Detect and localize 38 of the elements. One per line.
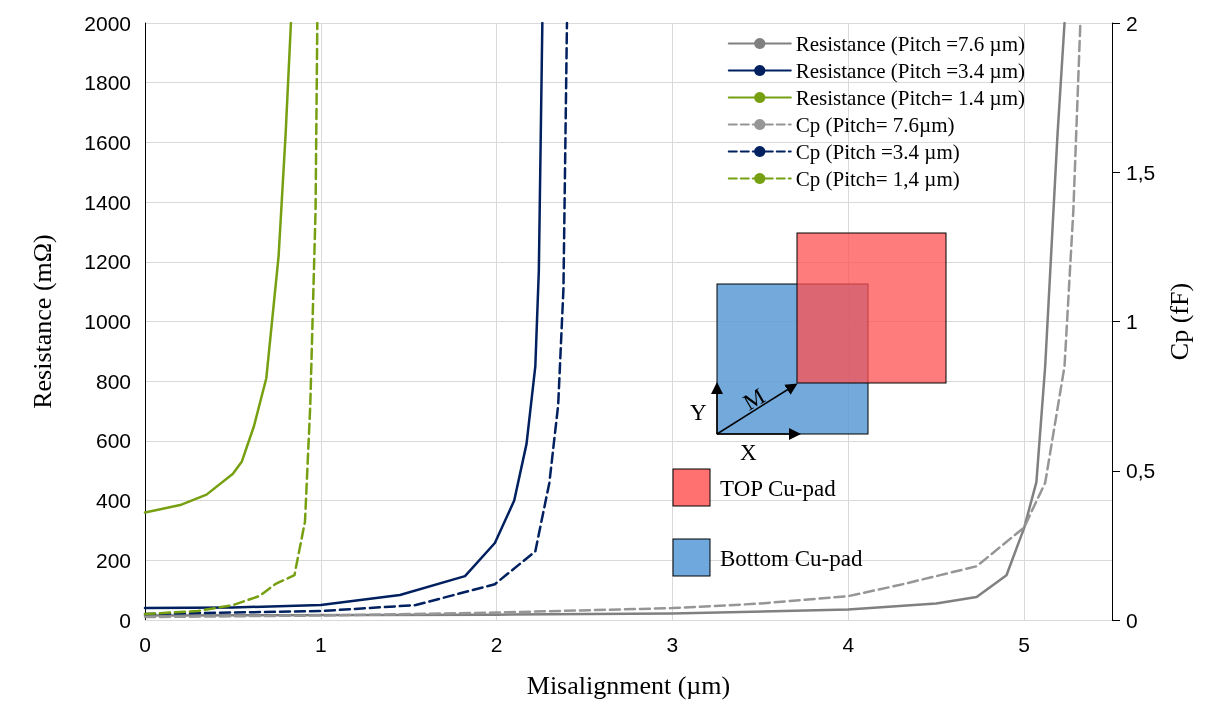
x-tick-label: 0 xyxy=(139,633,151,656)
legend-label: Cp (Pitch= 7.6µm) xyxy=(795,112,955,137)
line-series xyxy=(143,21,293,514)
y-tick-label: 800 xyxy=(95,369,131,393)
y-tick-label: 2000 xyxy=(84,11,131,35)
legend-label: Cp (Pitch= 1,4 µm) xyxy=(795,166,960,191)
x-tick-label: 4 xyxy=(842,633,855,656)
x-tick-label: 5 xyxy=(1018,633,1030,656)
y-tick-label: 1200 xyxy=(84,250,131,274)
y-tick-label: 400 xyxy=(95,489,131,513)
legend-label: Cp (Pitch =3.4 µm) xyxy=(795,139,960,164)
annotation: M xyxy=(739,383,770,416)
x-tick-label: 1 xyxy=(314,633,327,656)
line-series xyxy=(143,21,319,616)
x-tick-label: 2 xyxy=(490,633,503,656)
annotation: TOP Cu-pad xyxy=(720,476,837,501)
y2-tick-label: 1,5 xyxy=(1126,160,1156,184)
annotation: X xyxy=(740,440,757,465)
legend-label: Resistance (Pitch =3.4 µm) xyxy=(795,58,1026,83)
x-tick-label: 3 xyxy=(666,633,679,656)
y-tick-label: 0 xyxy=(119,608,131,632)
y2-axis-title: Cp (fF) xyxy=(1164,282,1194,361)
y2-tick-label: 1 xyxy=(1126,310,1138,333)
y-tick-label: 600 xyxy=(95,429,131,453)
legend-label: Resistance (Pitch= 1.4 µm) xyxy=(795,85,1026,110)
y-tick-label: 1600 xyxy=(84,130,131,154)
y-tick-label: 1400 xyxy=(84,190,131,214)
y-tick-label: 1800 xyxy=(84,71,131,95)
y2-tick-label: 2 xyxy=(1126,11,1138,35)
y-axis-title: Resistance (mΩ) xyxy=(27,234,57,409)
annotation: Bottom Cu-pad xyxy=(720,546,863,571)
legend-label: Resistance (Pitch =7.6 µm) xyxy=(795,31,1026,56)
y-tick-label: 1000 xyxy=(84,310,131,333)
x-axis-title: Misalignment (µm) xyxy=(526,670,731,700)
y2-tick-label: 0 xyxy=(1126,608,1138,632)
y-tick-label: 200 xyxy=(95,548,131,572)
y2-tick-label: 0,5 xyxy=(1126,459,1156,483)
annotation: Y xyxy=(690,400,707,425)
